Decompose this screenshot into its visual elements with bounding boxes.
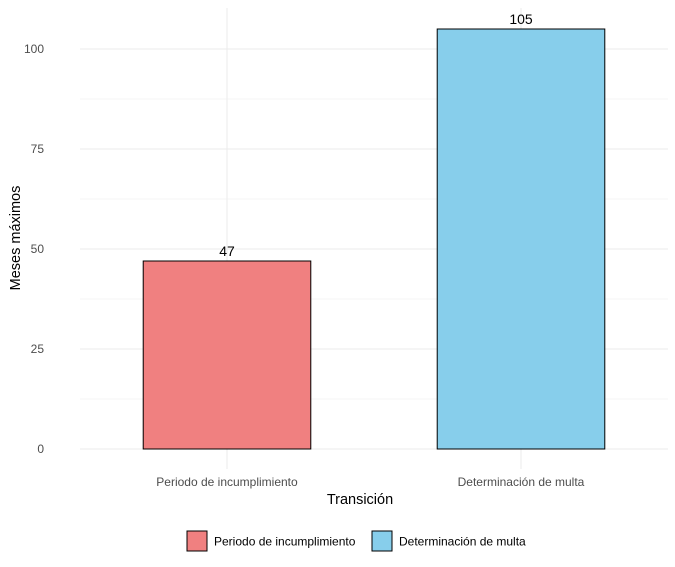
y-tick-label: 0	[37, 442, 44, 456]
y-axis-ticks: 0 25 50 75 100	[24, 42, 44, 456]
y-tick-label: 50	[31, 242, 45, 256]
x-tick-label: Periodo de incumplimiento	[156, 475, 298, 489]
legend-key	[186, 530, 208, 552]
y-axis-title: Meses máximos	[8, 186, 24, 291]
legend: Periodo de incumplimiento Determinación d…	[186, 530, 526, 552]
legend-label: Periodo de incumplimiento	[214, 535, 356, 549]
bars	[142, 28, 606, 450]
legend-key	[371, 530, 393, 552]
bar-determinacion-de-multa	[436, 28, 606, 450]
data-labels: 47 105	[219, 11, 533, 259]
x-tick-label: Determinación de multa	[458, 475, 585, 489]
y-tick-label: 25	[31, 342, 45, 356]
y-tick-label: 100	[24, 42, 44, 56]
legend-label: Determinación de multa	[399, 535, 526, 549]
data-label: 47	[219, 243, 235, 259]
bar-periodo-de-incumplimiento	[142, 260, 312, 450]
data-label: 105	[509, 11, 533, 27]
x-axis-title: Transición	[327, 492, 393, 508]
x-axis-ticks: Periodo de incumplimiento Determinación d…	[156, 475, 584, 489]
y-tick-label: 75	[31, 142, 45, 156]
